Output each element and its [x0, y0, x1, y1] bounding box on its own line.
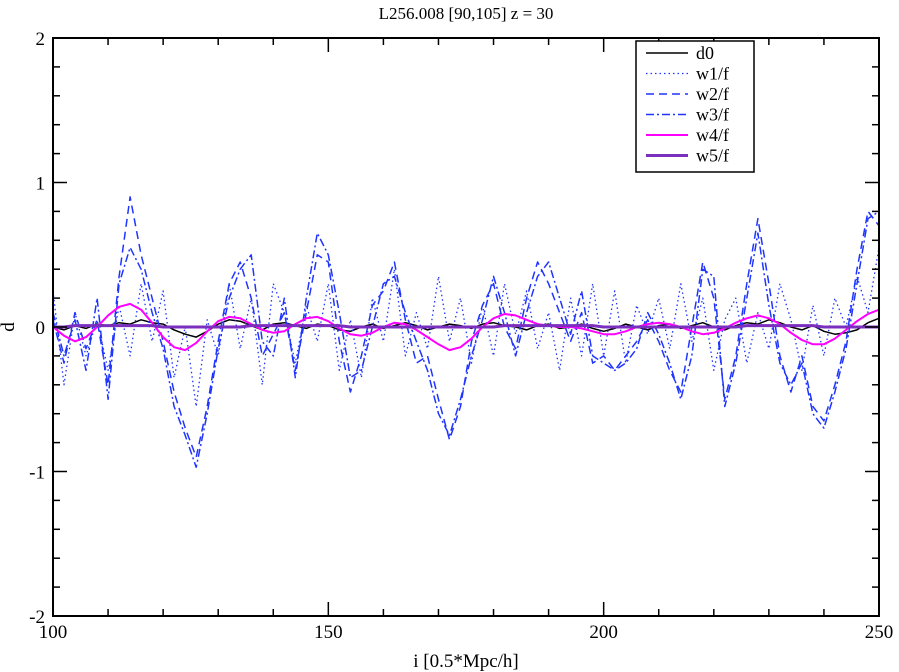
legend-label: w5/f [696, 146, 729, 166]
legend-label: d0 [696, 43, 714, 63]
y-tick-label: 2 [36, 29, 46, 50]
x-tick-label: 150 [314, 622, 343, 643]
x-tick-label: 200 [589, 622, 618, 643]
y-tick-label: 1 [36, 174, 46, 195]
y-tick-label: -2 [29, 607, 45, 628]
y-axis-label: d [0, 322, 19, 332]
x-axis-label: i [0.5*Mpc/h] [413, 651, 519, 672]
x-tick-label: 100 [39, 622, 68, 643]
legend-label: w4/f [696, 125, 729, 145]
y-tick-label: 0 [36, 318, 46, 339]
series-line-w5-f [53, 324, 879, 329]
x-tick-label: 250 [865, 622, 894, 643]
legend-label: w2/f [696, 84, 729, 104]
legend-label: w3/f [696, 105, 729, 125]
series-line-w4-f [53, 302, 879, 352]
y-tick-label: -1 [29, 463, 45, 484]
legend-label: w1/f [696, 64, 729, 84]
axis-layer: 100 150 200 250 -2 -1 0 1 2 [29, 29, 893, 643]
series-layer [53, 196, 879, 468]
legend-box [635, 40, 755, 173]
chart-title: L256.008 [90,105] z = 30 [379, 4, 554, 23]
series-line-w3-f [53, 210, 879, 468]
